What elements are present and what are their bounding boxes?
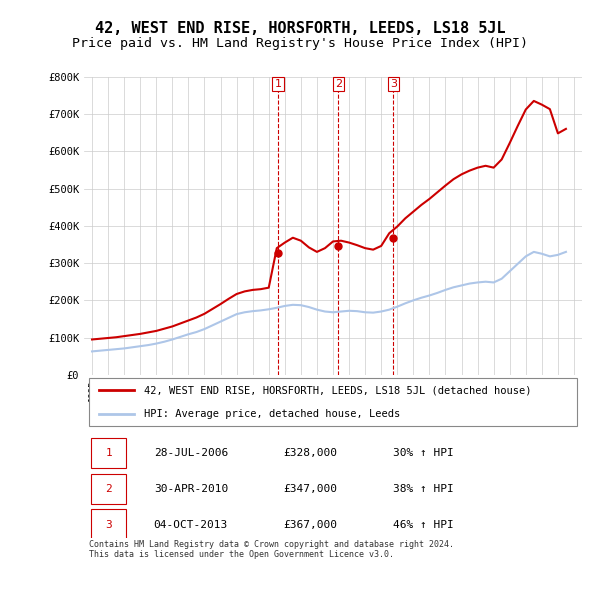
Text: 42, WEST END RISE, HORSFORTH, LEEDS, LS18 5JL: 42, WEST END RISE, HORSFORTH, LEEDS, LS1… <box>95 21 505 35</box>
Text: 2: 2 <box>335 79 342 89</box>
Text: 38% ↑ HPI: 38% ↑ HPI <box>393 484 454 494</box>
FancyBboxPatch shape <box>91 509 127 540</box>
Text: 30% ↑ HPI: 30% ↑ HPI <box>393 448 454 458</box>
Text: 1: 1 <box>274 79 281 89</box>
Text: 1: 1 <box>106 448 112 458</box>
FancyBboxPatch shape <box>89 378 577 427</box>
Text: £367,000: £367,000 <box>283 520 337 530</box>
FancyBboxPatch shape <box>91 438 127 468</box>
Text: 46% ↑ HPI: 46% ↑ HPI <box>393 520 454 530</box>
Text: HPI: Average price, detached house, Leeds: HPI: Average price, detached house, Leed… <box>144 409 400 419</box>
Text: 30-APR-2010: 30-APR-2010 <box>154 484 228 494</box>
Text: 42, WEST END RISE, HORSFORTH, LEEDS, LS18 5JL (detached house): 42, WEST END RISE, HORSFORTH, LEEDS, LS1… <box>144 385 531 395</box>
Text: 04-OCT-2013: 04-OCT-2013 <box>154 520 228 530</box>
FancyBboxPatch shape <box>91 474 127 504</box>
Text: 28-JUL-2006: 28-JUL-2006 <box>154 448 228 458</box>
Text: 3: 3 <box>106 520 112 530</box>
Text: £347,000: £347,000 <box>283 484 337 494</box>
Text: Contains HM Land Registry data © Crown copyright and database right 2024.
This d: Contains HM Land Registry data © Crown c… <box>89 540 454 559</box>
Text: £328,000: £328,000 <box>283 448 337 458</box>
Text: 3: 3 <box>390 79 397 89</box>
Text: Price paid vs. HM Land Registry's House Price Index (HPI): Price paid vs. HM Land Registry's House … <box>72 37 528 50</box>
Text: 2: 2 <box>106 484 112 494</box>
